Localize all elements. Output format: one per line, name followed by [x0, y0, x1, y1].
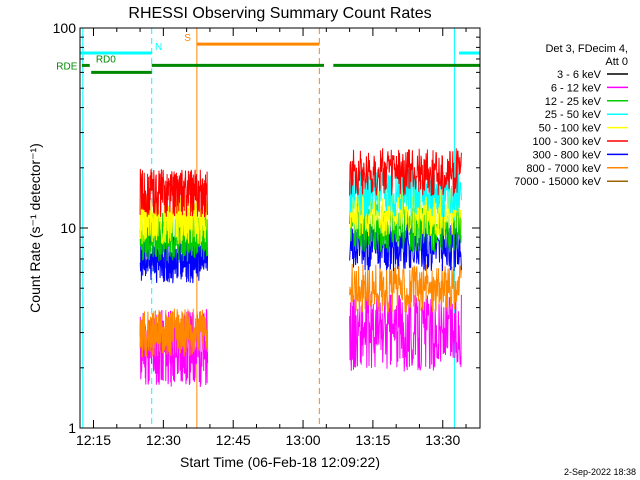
x-tick-label: 13:15 [355, 432, 390, 448]
trace-50-100kev-seg0 [139, 194, 209, 246]
flag-label-rd0: RD0 [96, 54, 116, 65]
axes: 12:15 12:30 12:45 13:00 13:15 13:30 1 10 100 [53, 20, 480, 448]
x-tick-label: 12:45 [216, 432, 251, 448]
flag-label-n: N [155, 42, 162, 53]
trace-100-300kev-seg0 [139, 168, 209, 218]
count-rate-traces [139, 148, 462, 388]
legend-label: 25 - 50 keV [545, 109, 602, 121]
trace-100-300kev-seg1 [349, 148, 462, 197]
trace-25-50kev-seg1 [349, 168, 462, 218]
y-tick-label: 100 [53, 20, 77, 36]
y-tick-label: 10 [60, 220, 76, 236]
flag-bars: N S RD0 RDE [56, 33, 480, 74]
x-tick-label: 12:30 [146, 432, 181, 448]
flag-label-rde: RDE [56, 61, 77, 72]
x-tick-label: 13:00 [286, 432, 321, 448]
legend-header: Att 0 [605, 56, 628, 68]
chart-title: RHESSI Observing Summary Count Rates [128, 5, 431, 22]
y-tick-label: 1 [68, 420, 76, 436]
footer-date: 2-Sep-2022 18:38 [564, 467, 636, 477]
flag-label-s: S [184, 33, 191, 44]
trace-800-7000kev-seg0 [139, 308, 209, 358]
y-axis-label: Count Rate (s⁻¹ detector⁻¹) [27, 143, 43, 313]
legend-label: 800 - 7000 keV [526, 163, 601, 175]
legend-label: 300 - 800 keV [533, 149, 602, 161]
legend-label: 50 - 100 keV [539, 123, 602, 135]
x-tick-label: 12:15 [76, 432, 111, 448]
legend-label: 7000 - 15000 keV [514, 176, 602, 188]
x-tick-label: 13:30 [425, 432, 460, 448]
legend-label: 6 - 12 keV [551, 82, 602, 94]
trace-800-7000kev-seg1 [349, 263, 462, 314]
legend-label: 3 - 6 keV [557, 69, 602, 81]
legend-label: 100 - 300 keV [533, 136, 602, 148]
x-axis-label: Start Time (06-Feb-18 12:09:22) [180, 454, 380, 470]
legend-header: Det 3, FDecim 4, [545, 43, 628, 55]
legend-label: 12 - 25 keV [545, 96, 602, 108]
